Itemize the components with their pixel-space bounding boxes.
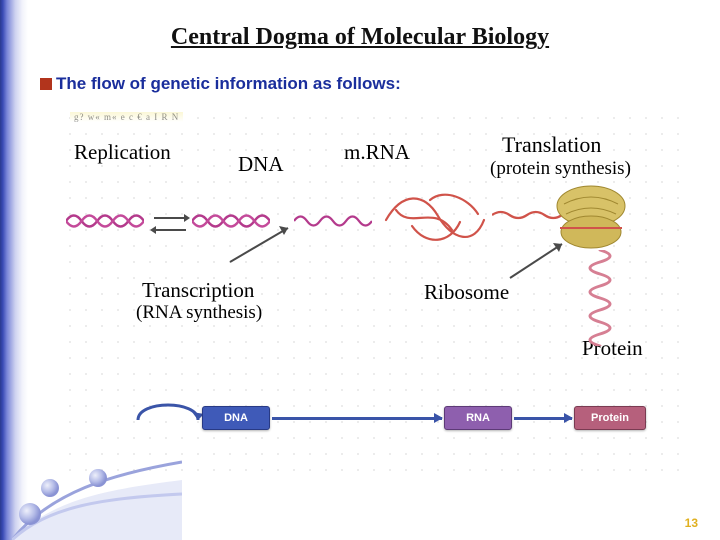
figure-caption-faint: g? w« m« e c € a I R N [70,112,183,122]
label-replication: Replication [74,140,171,165]
label-ribosome: Ribosome [424,280,509,305]
protein-coil [578,250,622,346]
flow-box-dna: DNA [202,406,270,430]
subtitle-row: The flow of genetic information as follo… [40,74,401,94]
label-rnasynth: (RNA synthesis) [136,302,262,324]
replication-arrows [150,210,190,238]
label-translation: Translation [502,132,601,158]
subtitle-rest: flow of genetic information as follows: [86,74,401,93]
label-protsynth: (protein synthesis) [490,158,631,180]
dna-single-strand [294,210,372,232]
flow-box-protein: Protein [574,406,646,430]
slide-title: Central Dogma of Molecular Biology [0,24,720,51]
subtitle-text: The flow of genetic information as follo… [56,74,401,94]
flow-box-dna-label: DNA [224,412,248,424]
flow-box-protein-label: Protein [591,412,629,424]
label-mrna: m.RNA [344,140,410,165]
mrna-tangle [382,186,492,250]
dna-helix-left [66,208,144,234]
flow-arrow-1 [272,417,442,420]
subtitle-first: The [56,74,86,93]
page-number: 13 [685,516,698,530]
label-dna: DNA [238,152,284,177]
slide-swoosh-decoration [12,420,182,540]
bullet-icon [40,78,52,90]
flow-box-rna-label: RNA [466,412,490,424]
ribosome-arrow [506,240,576,288]
transcription-arrow [224,222,304,272]
flow-box-rna: RNA [444,406,512,430]
flow-arrow-2 [514,417,572,420]
label-transcription: Transcription [142,278,254,303]
flow-diagram: DNA RNA Protein [102,390,650,450]
